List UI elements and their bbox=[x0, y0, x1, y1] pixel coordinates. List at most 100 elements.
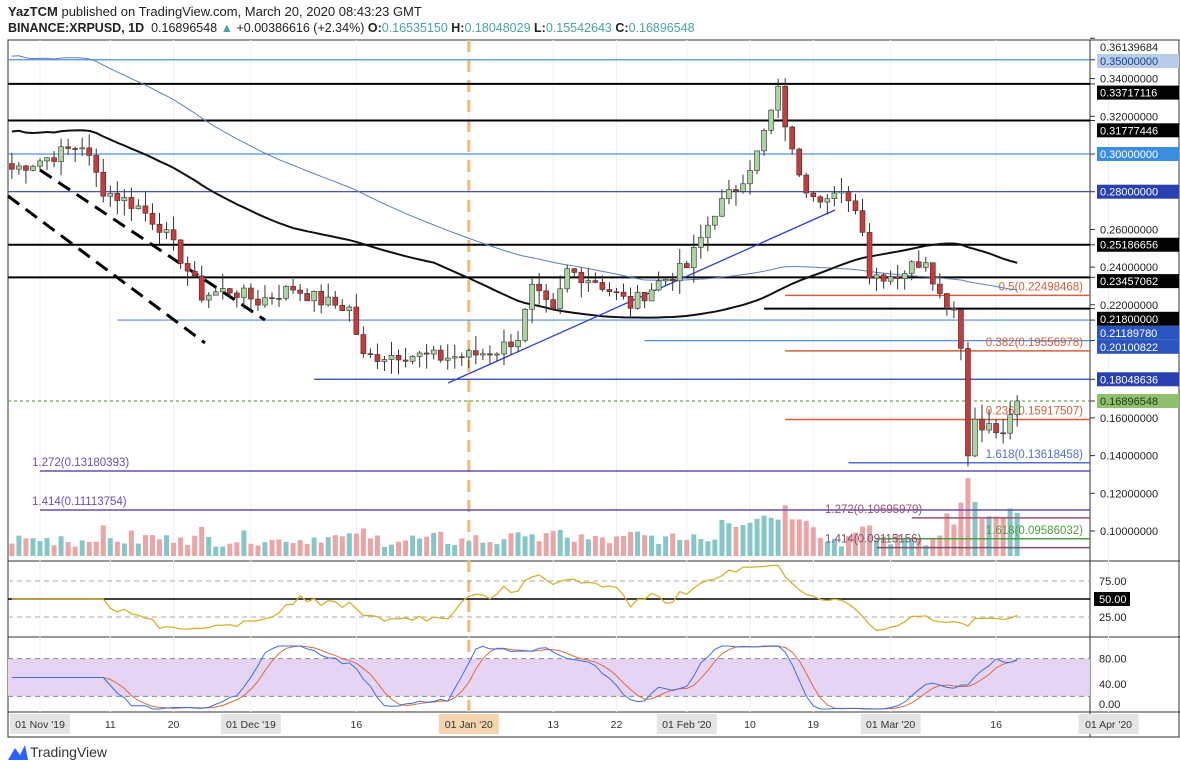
volume-bar bbox=[72, 546, 78, 556]
price-label: 0.16896548 bbox=[1100, 396, 1158, 408]
date-label-bg bbox=[10, 714, 70, 734]
candle bbox=[58, 146, 64, 162]
candle bbox=[198, 275, 205, 301]
volume-bar bbox=[255, 545, 261, 556]
volume-bar bbox=[796, 519, 802, 556]
candle bbox=[353, 306, 360, 335]
volume-bar bbox=[23, 538, 29, 556]
volume-bar bbox=[51, 545, 57, 556]
tradingview-logo[interactable]: TradingView bbox=[6, 742, 107, 762]
volume-bar bbox=[128, 530, 134, 556]
tradingview-icon bbox=[8, 745, 28, 760]
candle bbox=[30, 165, 36, 171]
candle bbox=[44, 157, 50, 162]
price-chart[interactable]: 0.5(0.22498468) 0.382(0.19556978) 0.236(0.… bbox=[0, 0, 1180, 740]
date-label-bg bbox=[438, 714, 499, 734]
volume-bar bbox=[417, 538, 423, 556]
fib-label: 1.272(0.13180393) bbox=[32, 457, 129, 469]
candle bbox=[613, 291, 620, 294]
candle bbox=[515, 340, 521, 348]
volume-bar bbox=[691, 534, 697, 556]
volume-bar bbox=[585, 539, 591, 556]
volume-bar bbox=[262, 542, 268, 556]
volume-bar bbox=[452, 545, 458, 556]
price-label-bg bbox=[1097, 147, 1179, 161]
candle bbox=[740, 183, 746, 192]
price-change: +0.00386616 (+2.34%) bbox=[236, 21, 365, 35]
date-label-bg bbox=[860, 714, 921, 734]
volume-bar bbox=[951, 524, 957, 556]
volume-bar bbox=[670, 533, 676, 556]
volume-bar bbox=[888, 544, 894, 556]
price-label: 0.24000000 bbox=[1100, 262, 1158, 274]
candle bbox=[269, 297, 275, 299]
stoch-k-line bbox=[11, 645, 1018, 710]
candle bbox=[79, 147, 85, 150]
candle bbox=[993, 423, 999, 434]
volume-bar bbox=[206, 537, 212, 556]
price-label: 0.32000000 bbox=[1100, 111, 1158, 123]
candle bbox=[311, 291, 317, 302]
candle bbox=[831, 192, 838, 199]
volume-bar bbox=[227, 543, 233, 556]
volume-bar bbox=[733, 526, 739, 556]
volume-bar bbox=[726, 523, 732, 556]
candle bbox=[149, 212, 156, 225]
candle bbox=[894, 276, 901, 280]
candle bbox=[332, 296, 339, 306]
volume-bar bbox=[923, 545, 929, 556]
candle bbox=[698, 237, 704, 248]
open-value: 0.16535150 bbox=[381, 21, 448, 35]
candle bbox=[557, 288, 564, 310]
date-label: 19 bbox=[807, 719, 819, 731]
volume-bar bbox=[965, 478, 971, 556]
candle bbox=[606, 289, 613, 293]
candle bbox=[972, 418, 978, 457]
volume-bar bbox=[353, 533, 359, 556]
candle bbox=[128, 197, 135, 209]
volume-bar bbox=[164, 535, 170, 556]
candle bbox=[107, 192, 114, 197]
price-label: 0.31777446 bbox=[1100, 125, 1158, 137]
candle bbox=[262, 297, 268, 306]
volume-bar bbox=[578, 534, 584, 556]
candle bbox=[1000, 432, 1006, 435]
candle bbox=[712, 215, 718, 226]
volume-bar bbox=[642, 535, 648, 556]
date-label: 01 Mar '20 bbox=[866, 719, 915, 731]
volume-bar bbox=[1007, 508, 1013, 556]
volume-bar bbox=[234, 542, 240, 556]
price-label: 0.35000000 bbox=[1100, 56, 1158, 68]
volume-bar bbox=[860, 526, 866, 556]
candle bbox=[578, 272, 585, 284]
candle bbox=[958, 309, 964, 349]
volume-bar bbox=[1000, 517, 1006, 556]
volume-bar bbox=[803, 521, 809, 556]
volume-bar bbox=[304, 543, 310, 556]
candle bbox=[114, 192, 121, 201]
candle bbox=[177, 239, 184, 264]
candle bbox=[866, 232, 873, 279]
volume-bar bbox=[656, 544, 662, 556]
candle bbox=[845, 191, 852, 202]
price-label: 0.28000000 bbox=[1100, 187, 1158, 199]
rsi-tick-label: 25.00 bbox=[1099, 612, 1127, 624]
candle bbox=[93, 155, 100, 173]
symbol-info: BINANCE:XRPUSD, 1D 0.16896548 ▲ +0.00386… bbox=[8, 21, 695, 35]
volume-bar bbox=[248, 543, 254, 556]
volume-bar bbox=[979, 519, 985, 556]
volume-bar bbox=[881, 536, 887, 556]
volume-bar bbox=[789, 519, 795, 556]
price-label-bg bbox=[1097, 372, 1179, 387]
price-label: 0.22000000 bbox=[1100, 300, 1158, 312]
candle bbox=[817, 196, 824, 203]
volume-bar bbox=[142, 535, 148, 556]
volume-bar bbox=[339, 536, 345, 556]
volume-bar bbox=[831, 538, 837, 556]
candle bbox=[944, 293, 950, 309]
candle bbox=[388, 355, 395, 360]
candle bbox=[873, 274, 880, 279]
date-label: 10 bbox=[744, 719, 756, 731]
candle bbox=[599, 282, 606, 290]
symbol: BINANCE:XRPUSD, 1D bbox=[8, 21, 145, 35]
